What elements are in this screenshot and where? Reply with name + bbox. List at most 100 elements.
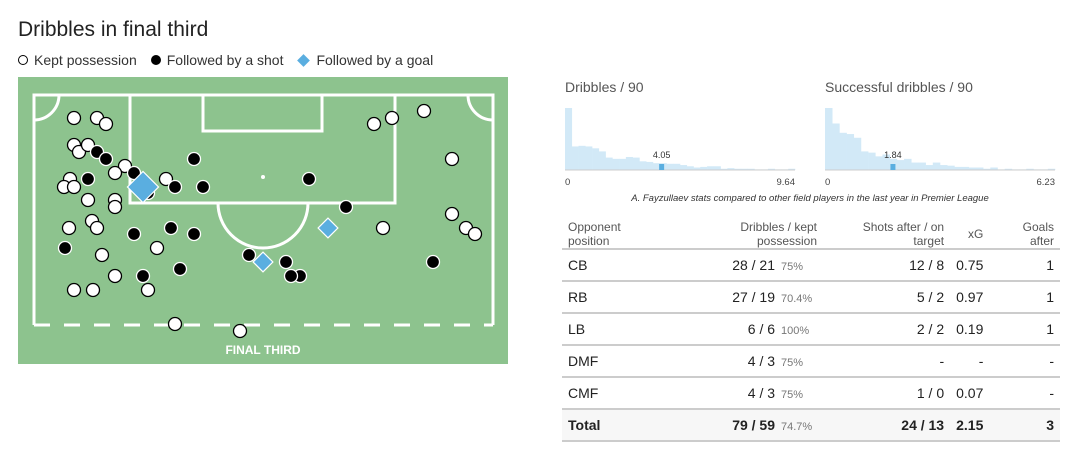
kept-possession-marker — [107, 199, 123, 215]
cell-dribbles: 28 / 21 75% — [671, 249, 824, 282]
kept-possession-marker — [444, 151, 460, 167]
cell-position: DMF — [562, 345, 672, 378]
shot-marker — [301, 171, 317, 187]
histogram-bar — [975, 167, 984, 170]
shot-marker — [135, 268, 151, 284]
kept-possession-marker — [158, 171, 174, 187]
cell-xg: 0.97 — [950, 281, 990, 314]
histogram-bar — [632, 157, 640, 170]
goal-marker — [252, 251, 274, 273]
histogram-bar — [565, 108, 573, 170]
kept-possession-marker — [66, 282, 82, 298]
kept-possession-marker — [444, 206, 460, 222]
histogram-bar — [947, 165, 955, 170]
histogram-bar — [1047, 168, 1056, 170]
axis-min-label: 0 — [565, 177, 570, 188]
shot-marker — [195, 179, 211, 195]
cell-shots: 5 / 2 — [823, 281, 951, 314]
histogram-bar — [868, 152, 876, 170]
cell-xg: - — [950, 345, 990, 378]
histogram-bar — [707, 166, 715, 170]
dribbles-percent: 100% — [781, 325, 810, 337]
shot-marker — [186, 151, 202, 167]
shot-marker — [163, 220, 179, 236]
table-row: CMF 4 / 3 75% 1 / 0 0.07 - — [562, 377, 1060, 410]
histogram-bar — [646, 161, 654, 170]
kept-possession-marker — [98, 116, 114, 132]
histogram-bar — [713, 166, 721, 170]
cell-goals: 1 — [989, 249, 1060, 282]
cell-position: LB — [562, 313, 672, 346]
histogram-bar — [1004, 168, 1013, 170]
histogram-bar — [767, 168, 776, 170]
legend-shot-label: Followed by a shot — [166, 52, 284, 68]
kept-possession-marker — [66, 179, 82, 195]
kept-possession-marker — [384, 110, 400, 126]
cell-goals: 1 — [989, 313, 1060, 346]
kept-possession-marker — [85, 282, 101, 298]
legend-shot: Followed by a shot — [150, 52, 284, 68]
cell-dribbles: 4 / 3 75% — [671, 345, 824, 378]
histogram-bar — [571, 146, 579, 170]
histogram-bar — [968, 167, 977, 170]
page-title: Dribbles in final third — [18, 18, 209, 41]
shot-marker — [126, 226, 142, 242]
dribbles-percent: 74.7% — [781, 421, 813, 433]
shot-marker — [338, 199, 354, 215]
histogram-bar — [1026, 168, 1034, 170]
cell-shots: 2 / 2 — [823, 313, 951, 346]
dribbles-value: 4 / 3 — [747, 353, 776, 369]
histogram-bar — [585, 146, 593, 170]
histogram-bar — [832, 123, 840, 170]
histogram-bar — [720, 168, 728, 170]
dribbles-value: 27 / 19 — [732, 289, 776, 305]
dribbles-percent: 75% — [781, 357, 804, 369]
pitch-lines — [32, 93, 495, 327]
cell-xg: 0.07 — [950, 377, 990, 410]
white-circle-icon — [18, 55, 28, 65]
histogram-bar — [882, 154, 890, 170]
histogram-bar — [839, 132, 847, 170]
shot-marker — [278, 254, 294, 270]
histogram-bar — [853, 137, 862, 170]
header-goals: Goals after — [989, 220, 1060, 250]
kept-possession-marker — [366, 116, 382, 132]
cell-xg: 0.19 — [950, 313, 990, 346]
histogram-bar — [747, 168, 755, 170]
cell-dribbles: 4 / 3 75% — [671, 377, 824, 410]
legend-kept: Kept possession — [18, 52, 137, 68]
histogram-bar — [983, 168, 991, 170]
histogram-bar — [680, 165, 688, 170]
shot-marker — [241, 247, 257, 263]
axis-max-label: 6.23 — [1037, 177, 1056, 188]
histogram-bar — [727, 168, 735, 170]
histogram-bar — [652, 163, 661, 170]
histogram-bar — [619, 158, 627, 170]
cell-position: CB — [562, 249, 672, 282]
header-dribbles: Dribbles / kept possession — [671, 220, 824, 250]
histogram-bar — [639, 161, 647, 170]
dribbles-percent: 75% — [781, 389, 804, 401]
histogram-bar — [911, 162, 919, 170]
histogram-bar — [625, 156, 633, 170]
pitch-map: FINAL THIRD — [18, 77, 508, 364]
shot-marker — [98, 151, 114, 167]
kept-possession-marker — [66, 110, 82, 126]
cell-dribbles: 79 / 59 74.7% — [671, 409, 824, 442]
kept-possession-marker — [416, 103, 432, 119]
kept-possession-marker — [167, 316, 183, 332]
shot-marker — [172, 261, 188, 277]
table-row: DMF 4 / 3 75% - - - — [562, 345, 1060, 378]
goal-marker — [126, 170, 160, 204]
cell-goals: - — [989, 377, 1060, 410]
player-value-label: 1.84 — [884, 150, 902, 160]
histogram-dribbles: 4.05 0 9.64 — [565, 108, 796, 188]
histogram-bar — [734, 168, 742, 170]
cell-goals: - — [989, 345, 1060, 378]
opponent-table: Opponent position Dribbles / kept posses… — [562, 220, 1060, 442]
dribbles-percent: 75% — [781, 261, 804, 273]
cell-shots: - — [823, 345, 951, 378]
table-row: LB 6 / 6 100% 2 / 2 0.19 1 — [562, 313, 1060, 346]
shot-marker — [186, 226, 202, 242]
cell-shots: 1 / 0 — [823, 377, 951, 410]
